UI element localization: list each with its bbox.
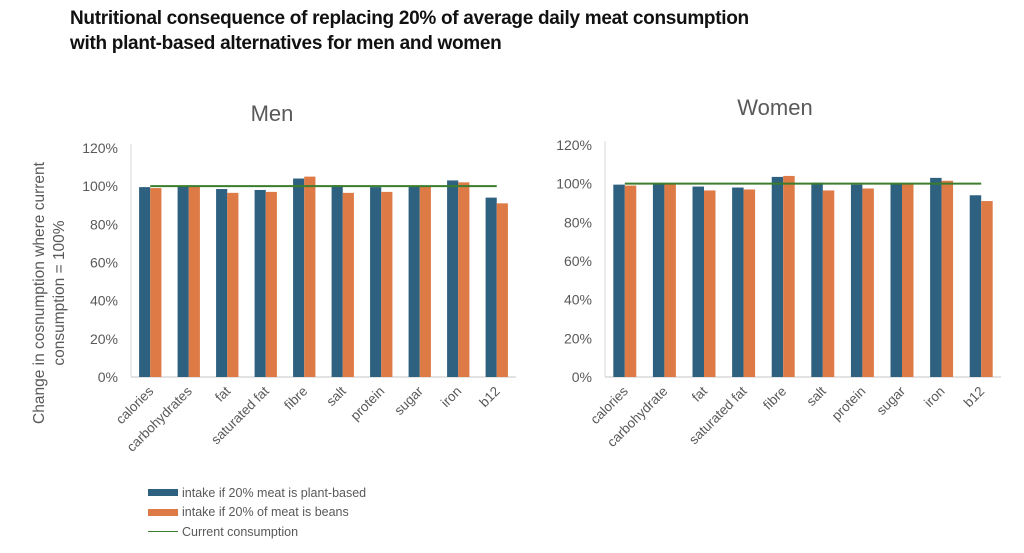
men-bar-beans: [496, 203, 508, 377]
men-bar-beans: [265, 191, 277, 377]
men-bar-beans: [342, 192, 354, 377]
men-x-tick-label: fibre: [281, 384, 310, 413]
legend-swatch-current: [148, 531, 178, 533]
women-bar-plant-based: [771, 176, 784, 377]
men-x-tick-label: salt: [323, 383, 349, 409]
figure-title-line-1: Nutritional consequence of replacing 20%…: [70, 8, 749, 29]
men-bar-plant-based: [293, 178, 305, 377]
women-x-tick-label: fat: [689, 383, 710, 404]
men-bar-beans: [227, 192, 239, 377]
men-y-tick-label: 120%: [82, 140, 118, 156]
women-x-tick-label: protein: [829, 384, 869, 424]
women-bar-plant-based: [850, 184, 863, 377]
men-x-tick-label: sugar: [391, 383, 426, 418]
men-x-tick-label: fat: [212, 383, 233, 404]
men-bar-beans: [381, 191, 393, 377]
men-y-tick-label: 80%: [90, 216, 118, 232]
men-chart-group: Men0%20%40%60%80%100%120%caloriescarbohy…: [82, 101, 516, 455]
men-y-tick-label: 0%: [98, 369, 118, 385]
legend-item-current: Current consumption: [148, 522, 366, 542]
men-y-tick-label: 40%: [90, 293, 118, 309]
women-x-tick-label: fibre: [760, 384, 789, 413]
women-bar-plant-based: [652, 183, 665, 377]
women-x-tick-label: sugar: [874, 383, 909, 418]
men-bar-plant-based: [177, 186, 189, 377]
women-chart-title: Women: [737, 95, 812, 120]
women-bar-plant-based: [811, 182, 823, 377]
women-y-tick-label: 40%: [564, 292, 592, 308]
women-bar-beans: [743, 189, 756, 377]
legend-label-current: Current consumption: [182, 524, 299, 539]
men-bar-plant-based: [447, 180, 459, 377]
women-bar-beans: [902, 183, 914, 377]
men-bar-plant-based: [216, 189, 228, 377]
women-bar-plant-based: [890, 183, 902, 377]
women-chart-group: Women0%20%40%60%80%100%120%caloriescarbo…: [556, 95, 1001, 450]
women-y-tick-label: 60%: [564, 253, 592, 269]
women-bar-beans: [704, 190, 716, 377]
legend-item-plant-based: intake if 20% meat is plant-based: [148, 483, 366, 503]
women-bar-beans: [783, 175, 795, 377]
men-bar-beans: [419, 186, 431, 377]
women-bar-plant-based: [969, 195, 982, 377]
men-y-tick-label: 20%: [90, 331, 118, 347]
legend-label-beans: intake if 20% of meat is beans: [182, 505, 349, 520]
men-y-tick-label: 60%: [90, 255, 118, 271]
legend-item-beans: intake if 20% of meat is beans: [148, 503, 366, 523]
women-y-tick-label: 80%: [564, 214, 592, 230]
men-y-tick-label: 100%: [82, 178, 118, 194]
women-bar-beans: [862, 188, 874, 377]
legend: intake if 20% meat is plant-based intake…: [148, 483, 366, 542]
men-chart-title: Men: [251, 101, 294, 126]
figure-title-line-2: with plant-based alternatives for men an…: [70, 33, 502, 54]
men-bar-plant-based: [254, 189, 266, 377]
men-bar-plant-based: [331, 185, 343, 377]
legend-swatch-beans: [148, 508, 178, 516]
legend-swatch-plant-based: [148, 489, 178, 497]
women-y-tick-label: 120%: [556, 137, 592, 153]
men-x-tick-label: b12: [476, 384, 503, 411]
women-bar-plant-based: [613, 184, 625, 377]
men-bar-plant-based: [485, 197, 497, 377]
women-bar-plant-based: [692, 186, 704, 377]
men-x-tick-label: protein: [348, 384, 388, 424]
women-bar-beans: [624, 185, 637, 377]
women-bar-plant-based: [732, 187, 744, 377]
figure-title: Nutritional consequence of replacing 20%…: [70, 6, 890, 56]
men-bar-beans: [188, 186, 200, 377]
men-bar-plant-based: [370, 187, 382, 377]
men-bar-plant-based: [408, 186, 420, 377]
men-bar-beans: [150, 188, 162, 377]
men-bar-beans: [458, 182, 470, 377]
men-bar-plant-based: [139, 187, 151, 377]
men-x-tick-label: iron: [438, 384, 465, 411]
women-bar-beans: [981, 201, 993, 377]
legend-label-plant-based: intake if 20% meat is plant-based: [182, 485, 367, 500]
men-bar-beans: [304, 176, 316, 377]
women-y-tick-label: 100%: [556, 176, 592, 192]
women-y-tick-label: 0%: [572, 369, 592, 385]
women-x-tick-label: b12: [961, 384, 988, 411]
women-bar-beans: [822, 190, 835, 377]
women-x-tick-label: iron: [921, 384, 948, 411]
women-bar-beans: [664, 183, 676, 377]
women-bar-plant-based: [930, 177, 942, 377]
women-y-tick-label: 20%: [564, 330, 592, 346]
women-x-tick-label: salt: [803, 383, 829, 409]
women-bar-beans: [941, 180, 954, 377]
